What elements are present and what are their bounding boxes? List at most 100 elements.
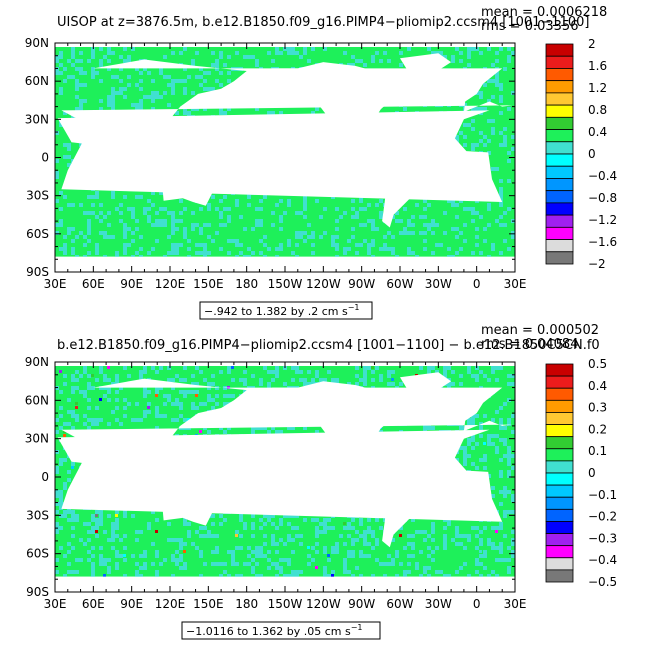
panel-1-colorbar: 2 1.6 1.2 0.8 0.4 0 −0.4 −0.8 −1.2 −1.6 −2 <box>545 37 617 271</box>
colorbar-label: 2 <box>588 37 596 51</box>
land-polygon <box>103 121 130 145</box>
land-mask <box>55 43 515 272</box>
colorbar-label: −0.3 <box>588 531 617 545</box>
colorbar-label: −0.1 <box>588 488 617 502</box>
colorbar-label: 0.1 <box>588 444 607 458</box>
colorbar-swatch <box>545 239 574 253</box>
colorbar-label: −0.8 <box>588 191 617 205</box>
colorbar-label: 0.5 <box>588 357 607 371</box>
colorbar-swatch <box>545 202 574 216</box>
panel-2-range-sup: −1 <box>351 623 363 632</box>
x-tick-label: 90E <box>120 277 143 291</box>
colorbar-label: 0 <box>588 147 596 161</box>
colorbar-label: 0 <box>588 466 596 480</box>
x-tick-label: 0 <box>473 277 481 291</box>
panel-1-map <box>55 43 515 272</box>
x-tick-label: 90W <box>348 277 375 291</box>
colorbar-swatch <box>545 80 574 94</box>
colorbar-swatch <box>545 545 574 559</box>
land-polygon <box>103 441 130 465</box>
x-tick-label: 120E <box>155 277 186 291</box>
colorbar-swatch <box>545 521 574 534</box>
y-tick-label: 30S <box>26 189 49 203</box>
colorbar-swatch <box>545 424 574 438</box>
panel-2-rms: rms = 0.04084 <box>481 337 578 352</box>
x-tick-label: 30W <box>425 597 452 611</box>
land-polygon <box>262 381 407 467</box>
colorbar-swatch <box>545 412 574 425</box>
x-tick-label: 120W <box>306 597 341 611</box>
land-polygon <box>61 378 513 475</box>
land-polygon <box>373 142 432 228</box>
x-tick-label: 30E <box>44 277 67 291</box>
land-polygon <box>400 53 452 79</box>
x-tick-label: 150E <box>193 277 224 291</box>
panel-1-title: UISOP at z=3876.5m, b.e12.B1850.f09_g16.… <box>57 15 589 30</box>
panel-2-map <box>55 362 515 592</box>
colorbar-label: −0.4 <box>588 169 617 183</box>
panel-2-range-text: −1.0116 to 1.362 by .05 cm s−1 <box>186 623 363 638</box>
colorbar-swatch <box>545 569 574 583</box>
panel-1-range-box: −.942 to 1.382 by .2 cm s−1 <box>199 301 373 320</box>
x-tick-label: 30E <box>504 597 527 611</box>
y-tick-label: 0 <box>41 470 49 484</box>
colorbar-label: 0.2 <box>588 422 607 436</box>
colorbar-label: −2 <box>588 257 606 271</box>
panel-2-x-ticks: 30E 60E 90E 120E 150E 180 150W 120W 90W 60W 30W 0 30… <box>44 362 527 611</box>
panel-2-range-main: −1.0116 to 1.362 by .05 cm s <box>186 625 351 638</box>
colorbar-swatch <box>545 92 574 106</box>
x-tick-label: 120E <box>155 597 186 611</box>
panel-2-colorbar: 0.5 0.4 0.3 0.2 0.1 0 −0.1 −0.2 −0.3 −0.4 −0.5 <box>545 357 617 589</box>
colorbar-label: 1.6 <box>588 59 607 73</box>
colorbar-swatch <box>545 472 574 486</box>
y-tick-label: 60N <box>25 74 49 88</box>
x-tick-label: 60E <box>82 597 105 611</box>
colorbar-swatch <box>545 399 574 413</box>
colorbar-label: 0.8 <box>588 103 607 117</box>
colorbar-swatch <box>545 190 574 204</box>
colorbar-swatch <box>545 178 574 192</box>
colorbar-swatch <box>545 375 574 389</box>
panel-1-range-sup: −1 <box>348 303 360 312</box>
x-tick-label: 180 <box>235 597 258 611</box>
colorbar-swatch <box>545 251 574 265</box>
colorbar-label: 0.3 <box>588 401 607 415</box>
colorbar-swatch <box>545 116 574 130</box>
x-tick-label: 120W <box>306 277 341 291</box>
colorbar-swatch <box>545 448 574 462</box>
panel-2-title: b.e12.B1850.f09_g16.PIMP4−pliomip2.ccsm4… <box>57 338 600 353</box>
colorbar-swatch <box>545 226 574 240</box>
panel-2-mean: mean = 0.000502 <box>481 323 599 338</box>
panel-1-y-ticks: 90N 60N 30N 0 30S 60S 90S <box>25 36 515 279</box>
x-tick-label: 150E <box>193 597 224 611</box>
x-tick-label: 90E <box>120 597 143 611</box>
panel-1-x-ticks: 30E 60E 90E 120E 150E 180 150W 120W 90W 60W 30W 0 30… <box>44 43 527 291</box>
colorbar-label: 0.4 <box>588 379 607 393</box>
colorbar-label: −1.6 <box>588 235 617 249</box>
colorbar-swatch <box>545 533 574 547</box>
x-tick-label: 30E <box>504 277 527 291</box>
panel-2: b.e12.B1850.f09_g16.PIMP4−pliomip2.ccsm4… <box>25 323 617 640</box>
x-tick-label: 60W <box>386 597 413 611</box>
land-polygon <box>61 59 513 155</box>
colorbar-label: −0.2 <box>588 510 617 524</box>
colorbar-swatch <box>545 104 574 118</box>
x-tick-label: 180 <box>235 277 258 291</box>
x-tick-label: 30W <box>425 277 452 291</box>
colorbar-swatch <box>545 387 574 401</box>
colorbar-swatch <box>545 508 574 522</box>
colorbar-label: −1.2 <box>588 213 617 227</box>
y-tick-label: 30N <box>25 112 49 126</box>
x-tick-label: 150W <box>268 277 303 291</box>
colorbar-label: −0.4 <box>588 553 617 567</box>
colorbar-label: 1.2 <box>588 81 607 95</box>
colorbar-label: 0.4 <box>588 125 607 139</box>
y-tick-label: 90S <box>26 265 49 279</box>
colorbar-swatch <box>545 460 574 474</box>
colorbar-swatch <box>545 165 574 179</box>
land-polygon <box>162 491 213 526</box>
x-tick-label: 60W <box>386 277 413 291</box>
y-tick-label: 90N <box>25 355 49 369</box>
colorbar-swatch <box>545 557 574 571</box>
